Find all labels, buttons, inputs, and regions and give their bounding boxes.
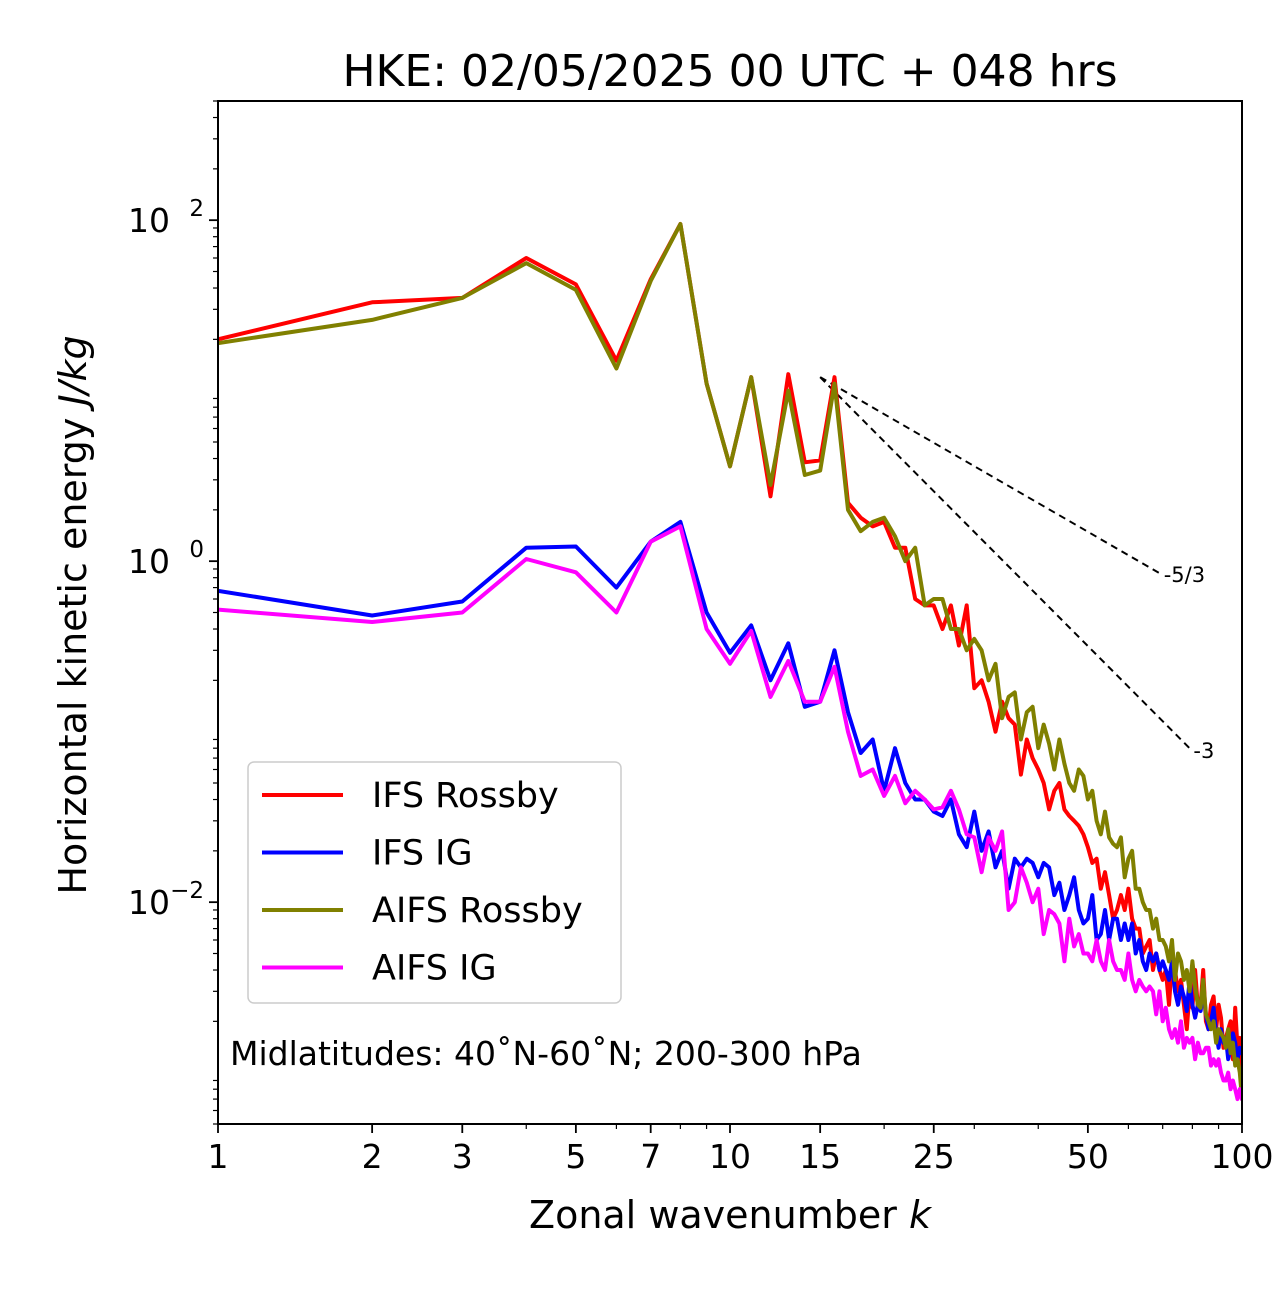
y-tick-label: 10 [128,542,170,581]
y-tick-label-exponent: −2 [170,878,204,904]
legend-box [247,761,622,1004]
legend-label: IFS IG [372,834,473,874]
y-axis-label: Horizontal kinetic energy J/kg [51,335,95,894]
x-tick-label: 50 [1067,1137,1109,1176]
series-line-aifs-ig [218,524,1242,1102]
reference-slope-label: -5/3 [1164,563,1205,587]
y-tick-label-base: 10 [128,883,170,922]
reference-slope-line [819,376,1194,752]
chart-title: HKE: 02/05/2025 00 UTC + 048 hrs [342,46,1117,97]
series-lines [218,222,1242,1102]
legend-entries: IFS Rossby IFS IG AIFS Rossby AIFS IG [262,776,583,989]
y-tick-label: 10 [128,883,170,922]
x-axis-label: Zonal wavenumber k [529,1193,933,1237]
reference-slope-label: -3 [1193,739,1214,763]
reference-slope-line [819,376,1164,576]
x-tick-label: 3 [452,1137,473,1176]
plot-frame [217,100,1243,1125]
x-axis-label-text: Zonal wavenumber [529,1193,909,1237]
legend-label: AIFS Rossby [372,891,583,931]
x-tick-label: 100 [1211,1137,1274,1176]
y-tick-label-base: 10 [128,201,170,240]
legend-label: AIFS IG [372,949,497,989]
y-tick-label-exponent: 0 [189,537,204,563]
reference-line-labels: -5/3 -3 [1164,563,1215,763]
x-tick-label: 7 [640,1137,661,1176]
series-line-aifs-rossby [218,222,1242,1102]
x-tick-label: 5 [565,1137,586,1176]
y-axis-label-unit: J/kg [51,335,95,412]
x-tick-label: 2 [362,1137,383,1176]
x-axis-label-var: k [909,1193,933,1237]
y-tick-label-base: 10 [128,542,170,581]
x-tick-label: 25 [913,1137,955,1176]
x-tick-label: 10 [709,1137,751,1176]
legend: IFS Rossby IFS IG AIFS Rossby AIFS IG [247,761,622,1004]
y-tick-label: 10 [128,201,170,240]
x-tick-label: 15 [799,1137,841,1176]
y-axis-label-text: Horizontal kinetic energy [51,406,95,895]
legend-label: IFS Rossby [372,776,559,816]
region-annotation: Midlatitudes: 40˚N-60˚N; 200-300 hPa [230,1034,862,1073]
plot-area: -5/3 -3 [218,222,1242,1102]
reference-lines [819,376,1194,752]
x-tick-label: 1 [208,1137,229,1176]
y-tick-label-exponent: 2 [189,196,204,222]
